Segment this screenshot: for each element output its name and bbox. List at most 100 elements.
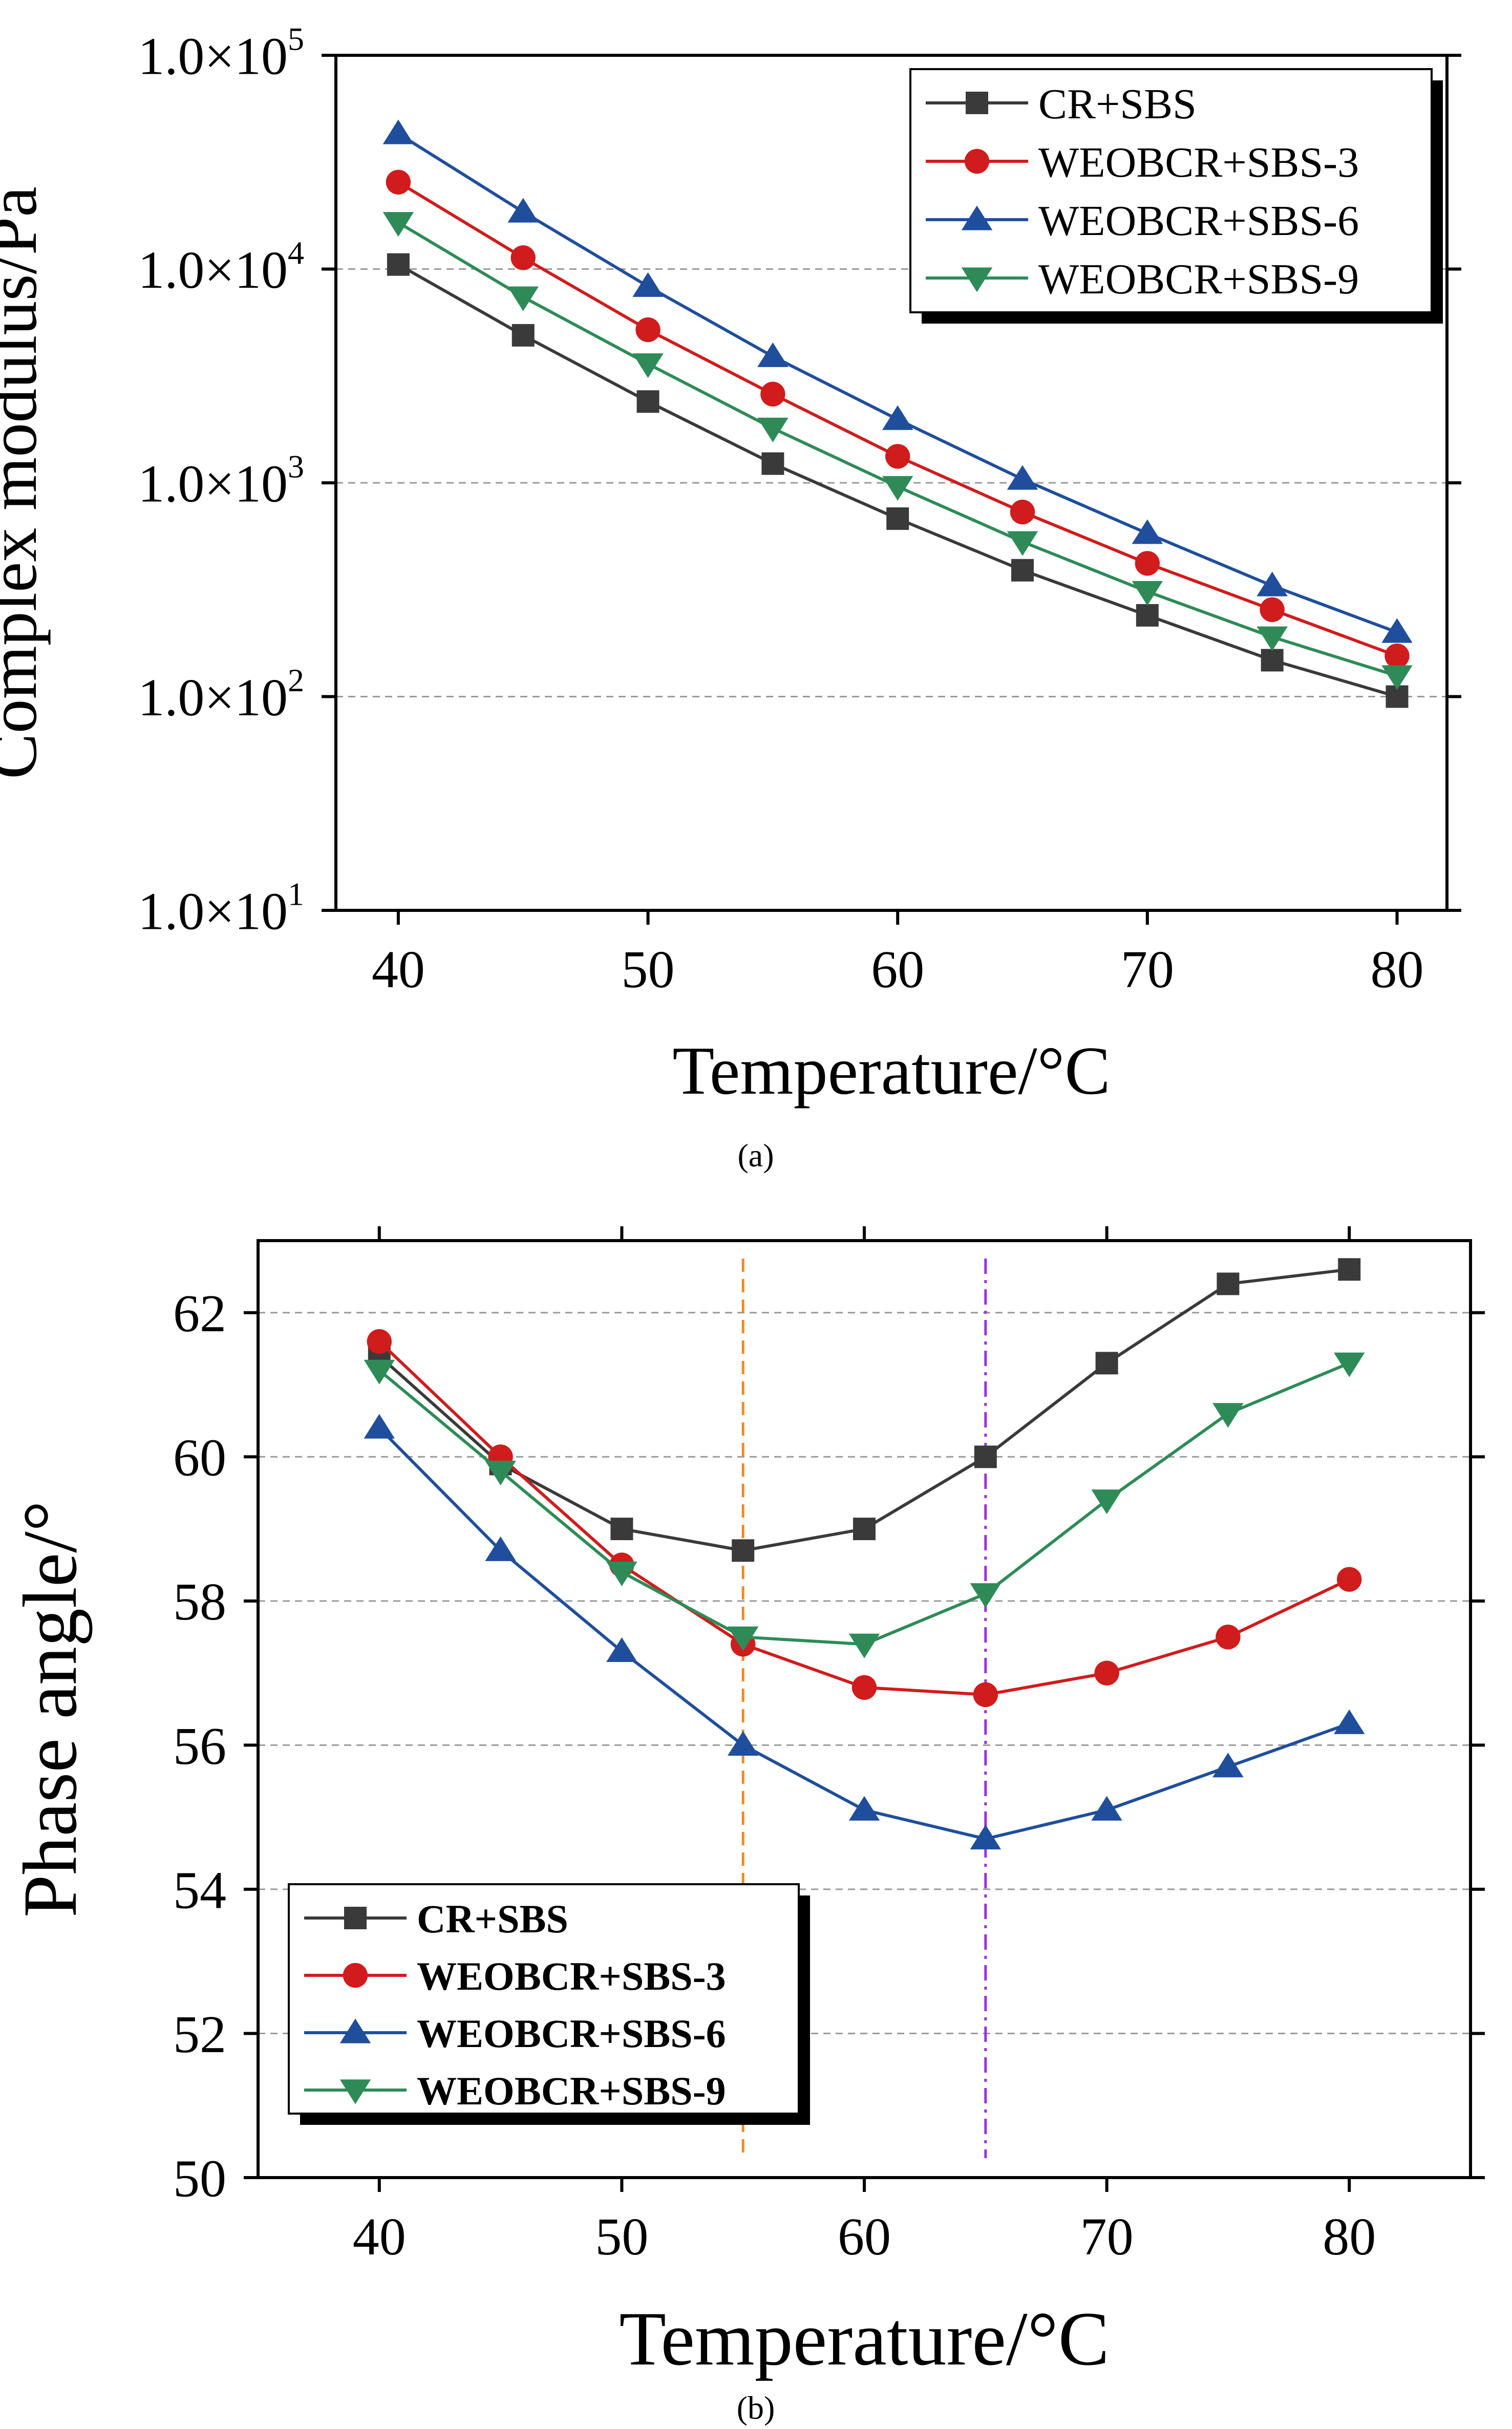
- y-tick-label-exponent: 4: [288, 235, 304, 271]
- data-point: [974, 1445, 997, 1468]
- data-point: [610, 1518, 633, 1541]
- legend-label: WEOBCR+SBS-6: [417, 2011, 726, 2056]
- legend-label: WEOBCR+SBS-9: [1038, 255, 1359, 303]
- series-line: [378, 1268, 1350, 1552]
- data-point: [367, 1329, 392, 1354]
- y-tick-label-exponent: 1: [288, 876, 304, 912]
- data-point: [1260, 597, 1285, 622]
- data-point: [848, 1796, 880, 1821]
- data-point: [382, 212, 414, 237]
- x-tick-label: 40: [372, 940, 425, 999]
- data-point: [1257, 626, 1288, 651]
- data-point: [1091, 1489, 1122, 1515]
- y-axis-title: Phase angle/°: [8, 1501, 93, 1917]
- x-axis-title: Temperature/°C: [619, 2296, 1109, 2381]
- series-cr-sbs: [387, 253, 1409, 708]
- data-point: [635, 317, 661, 343]
- data-point: [387, 253, 410, 276]
- x-tick-label: 60: [871, 940, 924, 999]
- data-point: [1333, 1709, 1365, 1734]
- data-point: [1010, 499, 1035, 525]
- data-point: [1261, 649, 1284, 672]
- y-tick-label: 58: [173, 1572, 226, 1631]
- data-point: [851, 1675, 877, 1700]
- data-point: [1007, 531, 1038, 556]
- data-point: [757, 342, 789, 367]
- data-point: [1381, 665, 1413, 690]
- y-tick-label: 1.0×104: [138, 235, 304, 300]
- data-point: [485, 1460, 516, 1485]
- legend-label: WEOBCR+SBS-6: [1038, 197, 1359, 245]
- series-weobcr-sbs-6: [364, 1414, 1365, 1850]
- y-tick-label: 1.0×102: [138, 662, 304, 727]
- data-point: [1381, 618, 1413, 643]
- data-point: [507, 286, 539, 311]
- y-tick-label-mantissa: 1.0×10: [138, 668, 288, 727]
- legend-marker: [961, 267, 993, 292]
- series-weobcr-sbs-3: [386, 169, 1410, 669]
- data-point: [885, 444, 910, 469]
- panel-b-phase-angle-chart: 40 50 60 70 80 50 52 54 56 58 60 62 Temperature/°C Ph…: [8, 1226, 1485, 2426]
- y-tick-label: 60: [173, 1429, 226, 1487]
- data-point: [485, 1536, 516, 1561]
- series-weobcr-sbs-9: [364, 1352, 1365, 1658]
- data-point: [606, 1637, 637, 1663]
- y-tick-label-mantissa: 1.0×10: [138, 454, 288, 513]
- data-point: [970, 1824, 1002, 1850]
- data-point: [510, 245, 536, 270]
- data-point: [1007, 465, 1038, 490]
- data-point: [364, 1359, 395, 1384]
- data-point: [1091, 1796, 1122, 1821]
- data-point: [1337, 1567, 1362, 1592]
- data-point: [732, 1539, 755, 1562]
- x-tick-label: 80: [1323, 2207, 1376, 2266]
- series-line: [378, 1361, 1350, 1646]
- data-point: [1212, 1753, 1244, 1778]
- y-tick-label: 50: [173, 2149, 226, 2208]
- data-point: [1011, 559, 1034, 582]
- panel-label: (b): [737, 2390, 775, 2426]
- data-point: [606, 1561, 637, 1587]
- data-point: [1094, 1660, 1119, 1686]
- data-point: [382, 119, 414, 144]
- data-point: [727, 1626, 759, 1651]
- data-point: [1136, 604, 1159, 627]
- x-axis-title: Temperature/°C: [672, 1033, 1110, 1109]
- legend-box: [909, 68, 1433, 313]
- y-tick-label: 56: [173, 1717, 226, 1776]
- y-axis-title: Complex modulus/Pa: [0, 186, 51, 779]
- y-tick-label-mantissa: 1.0×10: [138, 27, 288, 86]
- y-tick-label-exponent: 2: [288, 662, 304, 698]
- data-point: [364, 1414, 395, 1439]
- data-point: [1212, 1403, 1244, 1428]
- data-point: [1132, 519, 1163, 544]
- data-point: [1135, 551, 1160, 576]
- data-point: [1132, 581, 1163, 606]
- legend-marker: [964, 148, 990, 174]
- data-point: [632, 272, 664, 297]
- y-tick-label-mantissa: 1.0×10: [138, 241, 288, 300]
- x-tick-label: 40: [353, 2207, 406, 2266]
- panel-a-complex-modulus-chart: 40 50 60 70 801.0×1011.0×1021.0×1031.0×1041.…: [0, 21, 1461, 1174]
- data-point: [386, 169, 411, 195]
- x-tick-label: 70: [1121, 940, 1174, 999]
- y-tick-label: 1.0×105: [138, 21, 304, 86]
- data-point: [848, 1633, 880, 1658]
- legend-label: CR+SBS: [1038, 80, 1197, 128]
- series-weobcr-sbs-9: [382, 212, 1413, 690]
- legend-label: WEOBCR+SBS-9: [417, 2069, 726, 2113]
- y-tick-label: 52: [173, 2005, 226, 2064]
- data-point: [1333, 1352, 1365, 1377]
- data-point: [1385, 643, 1410, 669]
- y-tick-label: 54: [173, 1861, 226, 1920]
- data-point: [636, 390, 659, 413]
- legend-box: [288, 1883, 800, 2115]
- legend-marker: [343, 1963, 368, 1988]
- data-point: [853, 1518, 876, 1541]
- data-point: [1216, 1625, 1241, 1650]
- data-point: [727, 1731, 759, 1756]
- legend-marker: [961, 205, 993, 230]
- legend-label: WEOBCR+SBS-3: [1038, 139, 1359, 186]
- data-point: [1095, 1352, 1118, 1375]
